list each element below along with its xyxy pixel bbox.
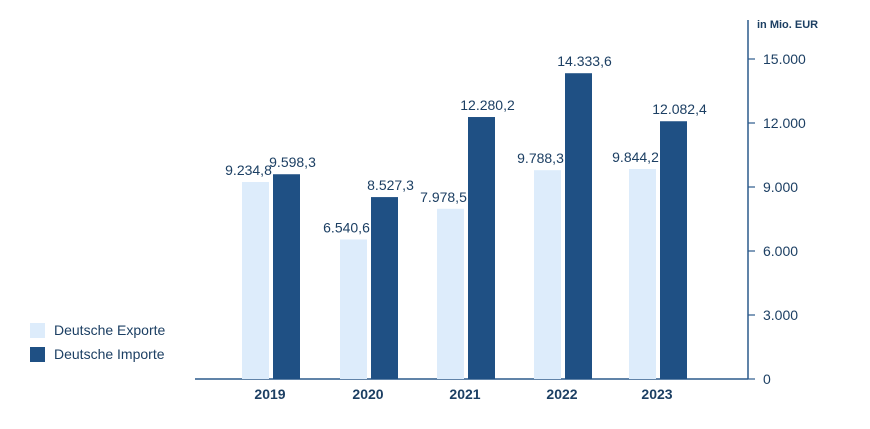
value-label-imports: 14.333,6 <box>557 53 612 69</box>
bar-exports-2021 <box>437 208 464 379</box>
bar-imports-2020 <box>371 197 398 379</box>
legend-item-exports: Deutsche Exporte <box>30 318 165 342</box>
bar-imports-2022 <box>565 73 592 380</box>
x-tick-label: 2019 <box>254 386 285 402</box>
bar-exports-2019 <box>242 181 269 379</box>
legend-label-exports: Deutsche Exporte <box>54 322 166 338</box>
y-tick-label: 9.000 <box>763 179 798 195</box>
y-tick-label: 15.000 <box>763 51 806 67</box>
legend-label-imports: Deutsche Importe <box>54 346 165 362</box>
bar-exports-2023 <box>629 168 656 379</box>
legend-swatch-imports <box>30 346 45 362</box>
y-tick-label: 12.000 <box>763 115 806 131</box>
y-tick-label: 0 <box>763 371 771 387</box>
bar-imports-2023 <box>660 121 687 380</box>
value-label-exports: 9.788,3 <box>517 150 564 166</box>
bar-exports-2022 <box>534 170 561 379</box>
bar-imports-2019 <box>273 174 300 379</box>
y-axis-unit-label: in Mio. EUR <box>757 19 819 31</box>
x-tick-label: 2022 <box>546 386 577 402</box>
value-label-imports: 9.598,3 <box>269 154 316 170</box>
value-label-exports: 6.540,6 <box>323 219 370 235</box>
x-tick-label: 2023 <box>641 386 672 402</box>
value-label-exports: 7.978,5 <box>420 189 467 205</box>
value-label-exports: 9.234,8 <box>225 162 272 178</box>
legend-swatch-exports <box>30 322 45 338</box>
value-label-imports: 12.082,4 <box>652 101 707 117</box>
legend: Deutsche Exporte Deutsche Importe <box>30 318 165 366</box>
value-label-exports: 9.844,2 <box>612 149 659 165</box>
value-label-imports: 12.280,2 <box>460 97 515 113</box>
value-label-imports: 8.527,3 <box>367 177 414 193</box>
bar-imports-2021 <box>468 117 495 379</box>
x-tick-label: 2021 <box>449 386 480 402</box>
x-tick-label: 2020 <box>352 386 383 402</box>
y-tick-label: 6.000 <box>763 243 798 259</box>
y-tick-label: 3.000 <box>763 307 798 323</box>
legend-item-imports: Deutsche Importe <box>30 342 165 366</box>
bar-exports-2020 <box>340 239 367 379</box>
